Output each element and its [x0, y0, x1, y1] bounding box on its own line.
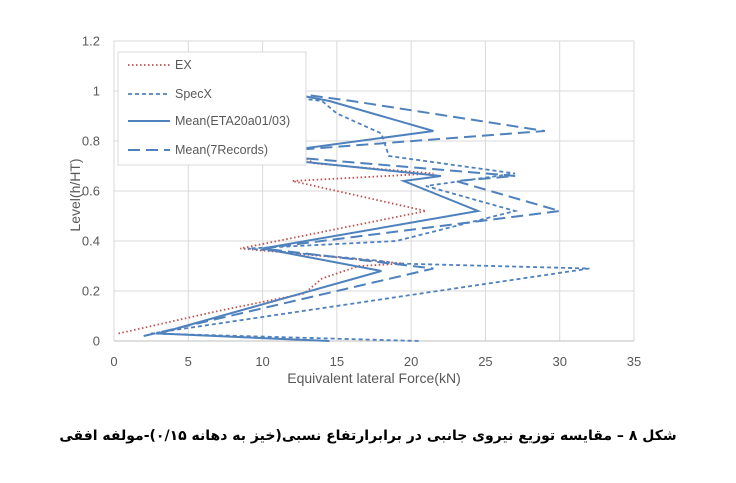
x-tick-label: 30	[552, 354, 566, 369]
x-tick-label: 35	[627, 354, 641, 369]
legend-label-ex: EX	[175, 58, 192, 72]
legend-label-specx: SpecX	[175, 87, 212, 101]
x-tick-label: 0	[110, 354, 117, 369]
legend: EX SpecX Mean(ETA20a01/03) Mean(7Records…	[117, 51, 307, 166]
series-line-2	[158, 90, 482, 342]
x-tick-label: 20	[404, 354, 418, 369]
chart: 0 5 10 15 20 25 30 35 0 0.2 0.4 0.6 0.8 1 1.2 Equival…	[67, 33, 642, 386]
y-tick-label: 0.6	[82, 184, 100, 199]
legend-box	[117, 51, 307, 166]
y-tick-label: 1.2	[82, 34, 100, 49]
x-tick-labels: 0 5 10 15 20 25 30 35	[110, 354, 641, 369]
x-tick-label: 25	[478, 354, 492, 369]
y-tick-label: 0.8	[82, 134, 100, 149]
y-tick-label: 0	[93, 334, 100, 349]
x-tick-label: 5	[185, 354, 192, 369]
series-line-1	[150, 90, 590, 342]
figure-caption: شکل ۸ – مقایسه توزیع نیروی جانبی در براب…	[59, 428, 677, 444]
x-axis-title: Equivalent lateral Force(kN)	[287, 370, 461, 386]
legend-label-mean-eta: Mean(ETA20a01/03)	[175, 114, 290, 128]
series-layer	[118, 90, 590, 342]
x-tick-label: 15	[330, 354, 344, 369]
series-line-3	[143, 90, 560, 337]
y-tick-label: 0.4	[82, 234, 100, 249]
y-tick-labels: 0 0.2 0.4 0.6 0.8 1 1.2	[82, 34, 100, 349]
y-axis-title: Level(h/HT)	[67, 158, 83, 231]
y-tick-label: 0.2	[82, 284, 100, 299]
x-tick-label: 10	[255, 354, 269, 369]
legend-label-mean-7records: Mean(7Records)	[175, 143, 268, 157]
y-tick-label: 1	[93, 84, 100, 99]
